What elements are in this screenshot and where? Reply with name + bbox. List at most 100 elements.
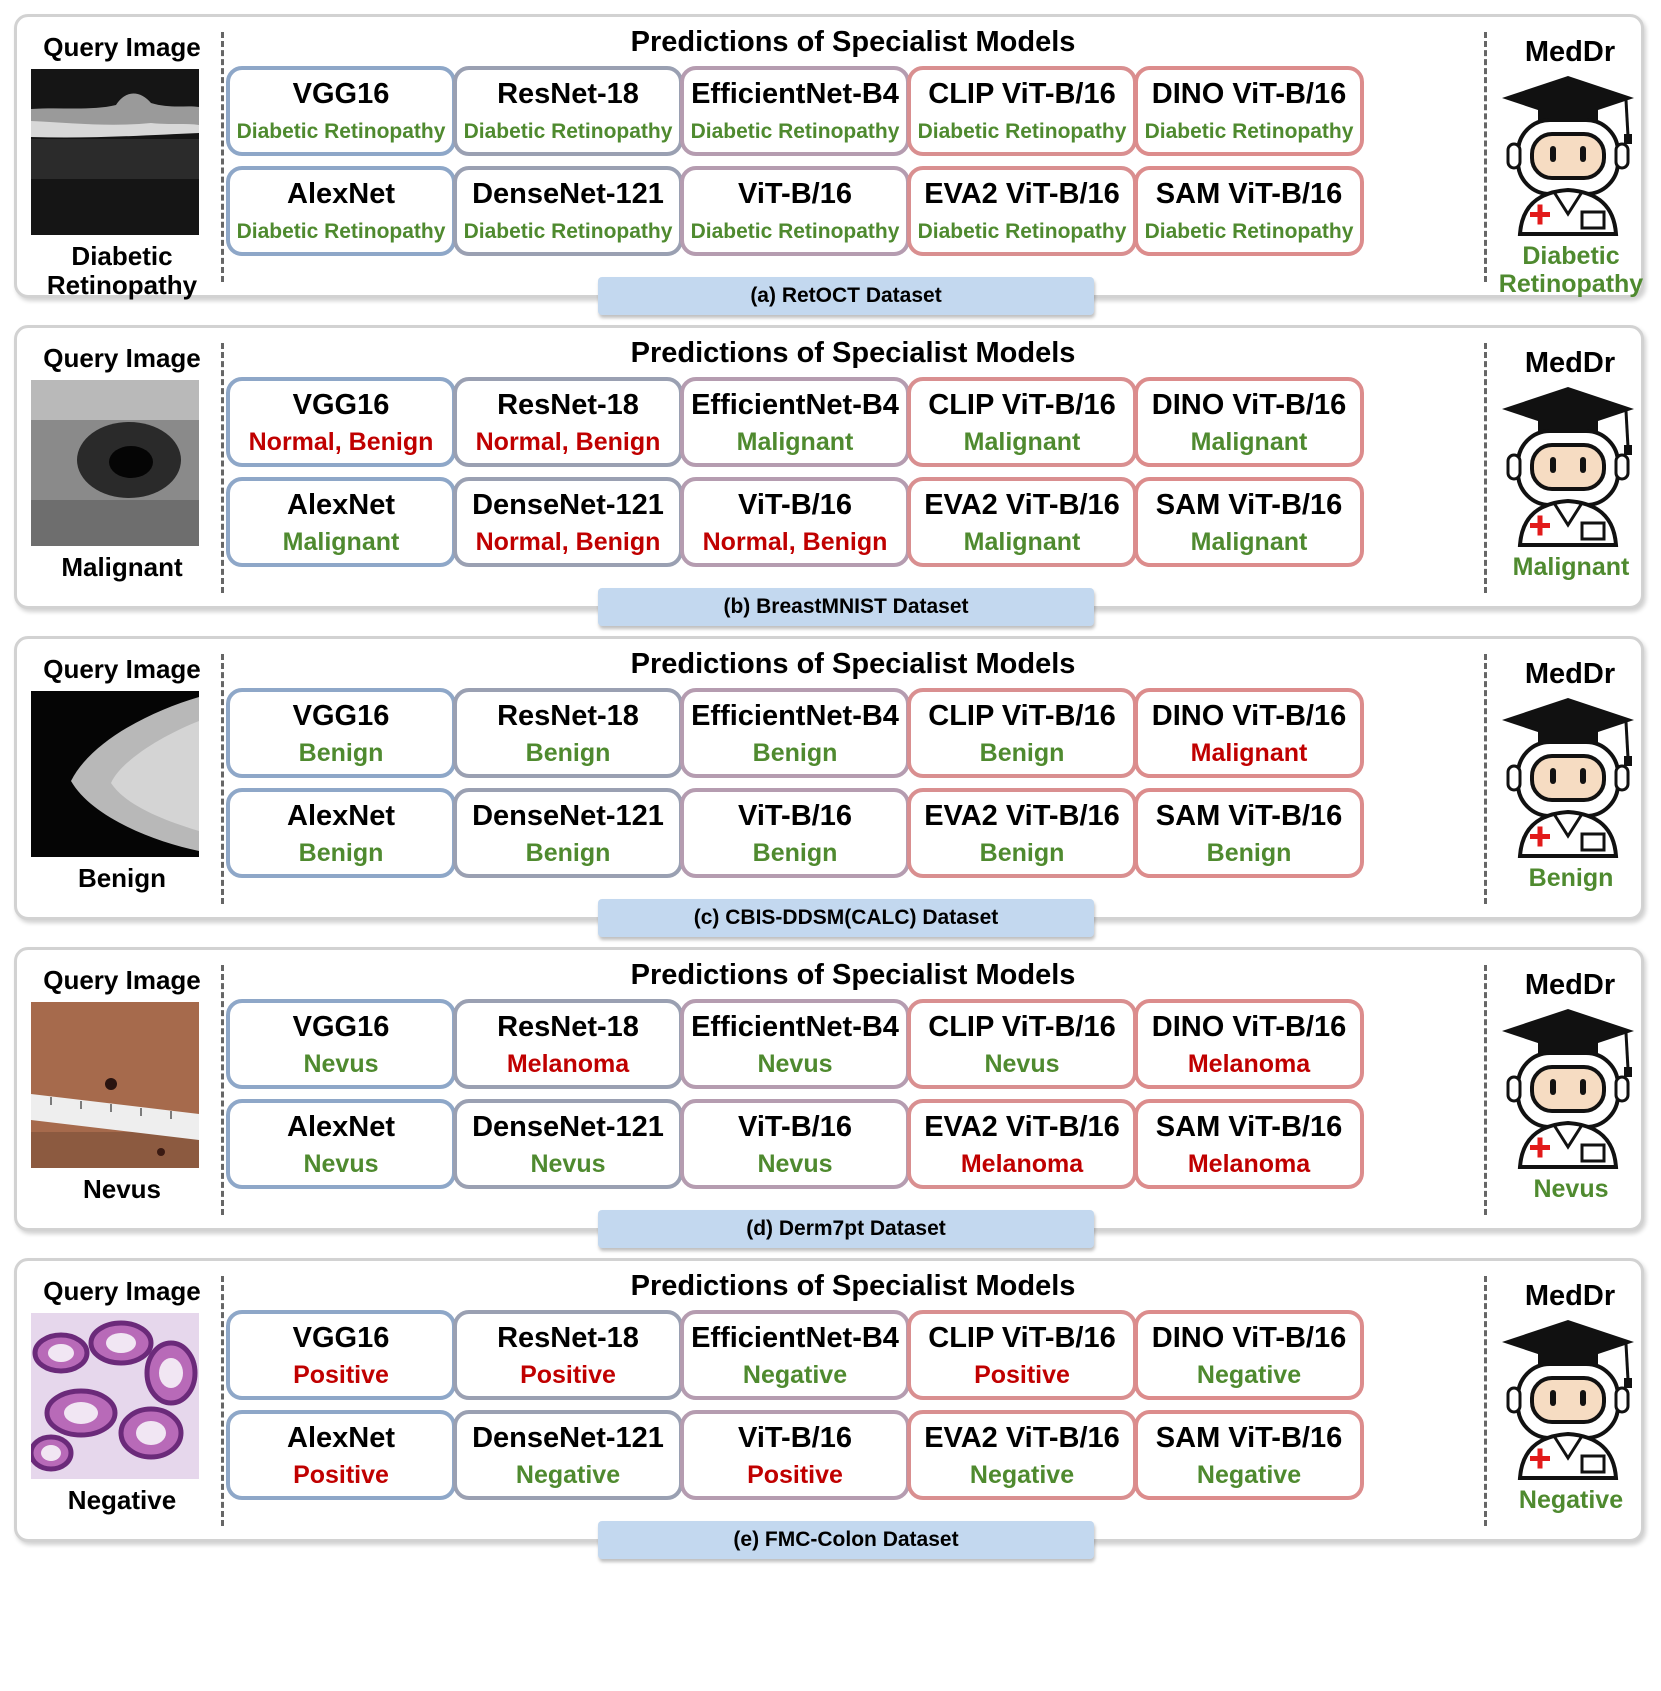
model-name: SAM ViT-B/16: [1155, 1111, 1343, 1143]
model-card-efficientnet-b4: EfficientNet-B4 Benign: [680, 688, 910, 778]
model-name: AlexNet: [287, 178, 395, 210]
model-prediction: Positive: [974, 1361, 1070, 1389]
meddr-prediction: Benign: [1528, 864, 1614, 892]
meddr-mascot-icon: [1498, 1007, 1638, 1172]
model-prediction: Diabetic Retinopathy: [236, 220, 446, 243]
model-name: VGG16: [292, 1011, 390, 1043]
dashed-divider-right: [1484, 32, 1487, 282]
model-prediction: Negative: [742, 1361, 848, 1389]
section-title: Predictions of Specialist Models: [630, 26, 1076, 58]
model-prediction: Negative: [515, 1461, 621, 1489]
model-name: DINO ViT-B/16: [1151, 389, 1347, 421]
model-prediction: Benign: [525, 839, 611, 867]
model-name: DINO ViT-B/16: [1151, 78, 1347, 110]
panel: Query Image Diabetic Retinopathy Predictio…: [14, 14, 1648, 315]
model-prediction: Nevus: [303, 1050, 379, 1078]
model-name: EVA2 ViT-B/16: [924, 1422, 1120, 1454]
meddr-title: MedDr: [1524, 969, 1616, 1001]
dataset-caption: (b) BreastMNIST Dataset: [598, 588, 1094, 626]
ground-truth-label: Negative: [67, 1485, 177, 1515]
model-card-vit-b16: ViT-B/16 Benign: [680, 788, 910, 878]
model-prediction: Diabetic Retinopathy: [1144, 120, 1354, 143]
dataset-caption: (e) FMC-Colon Dataset: [598, 1521, 1094, 1559]
model-name: AlexNet: [287, 489, 395, 521]
model-prediction: Nevus: [757, 1150, 833, 1178]
model-card-alexnet: AlexNet Positive: [226, 1410, 456, 1500]
model-name: DenseNet-121: [472, 800, 664, 832]
model-card-sam-vit-b16: SAM ViT-B/16 Benign: [1134, 788, 1364, 878]
model-prediction: Melanoma: [506, 1050, 630, 1078]
model-name: CLIP ViT-B/16: [928, 78, 1116, 110]
model-card-alexnet: AlexNet Malignant: [226, 477, 456, 567]
dataset-caption: (d) Derm7pt Dataset: [598, 1210, 1094, 1248]
model-card-vit-b16: ViT-B/16 Positive: [680, 1410, 910, 1500]
model-name: DenseNet-121: [472, 178, 664, 210]
model-prediction: Positive: [293, 1361, 389, 1389]
model-prediction: Normal, Benign: [475, 528, 661, 556]
model-card-resnet-18: ResNet-18 Melanoma: [453, 999, 683, 1089]
model-card-eva2-vit-b16: EVA2 ViT-B/16 Diabetic Retinopathy: [907, 166, 1137, 256]
model-prediction: Negative: [969, 1461, 1075, 1489]
model-card-clip-vit-b16: CLIP ViT-B/16 Malignant: [907, 377, 1137, 467]
model-card-eva2-vit-b16: EVA2 ViT-B/16 Malignant: [907, 477, 1137, 567]
model-card-clip-vit-b16: CLIP ViT-B/16 Positive: [907, 1310, 1137, 1400]
model-name: ViT-B/16: [738, 489, 852, 521]
model-card-sam-vit-b16: SAM ViT-B/16 Malignant: [1134, 477, 1364, 567]
meddr-prediction: Negative: [1518, 1486, 1624, 1514]
model-prediction: Normal, Benign: [702, 528, 888, 556]
dashed-divider-left: [221, 1276, 224, 1526]
model-card-eva2-vit-b16: EVA2 ViT-B/16 Negative: [907, 1410, 1137, 1500]
model-prediction: Melanoma: [1187, 1150, 1311, 1178]
model-prediction: Normal, Benign: [248, 428, 434, 456]
model-card-dino-vit-b16: DINO ViT-B/16 Malignant: [1134, 377, 1364, 467]
model-prediction: Positive: [293, 1461, 389, 1489]
model-name: CLIP ViT-B/16: [928, 389, 1116, 421]
model-name: AlexNet: [287, 1111, 395, 1143]
model-prediction: Nevus: [303, 1150, 379, 1178]
panel: Query Image Malignant Predictions of Speci…: [14, 325, 1648, 626]
model-card-vit-b16: ViT-B/16 Diabetic Retinopathy: [680, 166, 910, 256]
model-prediction: Diabetic Retinopathy: [463, 120, 673, 143]
model-name: ResNet-18: [497, 78, 639, 110]
model-name: SAM ViT-B/16: [1155, 489, 1343, 521]
ground-truth-label: Diabetic Retinopathy: [46, 241, 198, 300]
model-card-alexnet: AlexNet Benign: [226, 788, 456, 878]
model-card-vgg16: VGG16 Normal, Benign: [226, 377, 456, 467]
model-card-eva2-vit-b16: EVA2 ViT-B/16 Melanoma: [907, 1099, 1137, 1189]
model-name: VGG16: [292, 78, 390, 110]
model-card-densenet-121: DenseNet-121 Normal, Benign: [453, 477, 683, 567]
model-prediction: Benign: [525, 739, 611, 767]
model-prediction: Benign: [979, 839, 1065, 867]
model-prediction: Malignant: [1190, 739, 1308, 767]
query-image: [31, 691, 199, 857]
model-name: DenseNet-121: [472, 1111, 664, 1143]
query-image-title: Query Image: [43, 654, 201, 684]
model-name: EfficientNet-B4: [691, 700, 899, 732]
dashed-divider-left: [221, 965, 224, 1215]
model-prediction: Diabetic Retinopathy: [917, 220, 1127, 243]
model-prediction: Malignant: [1190, 428, 1308, 456]
model-prediction: Benign: [298, 739, 384, 767]
model-card-dino-vit-b16: DINO ViT-B/16 Diabetic Retinopathy: [1134, 66, 1364, 156]
model-prediction: Benign: [1206, 839, 1292, 867]
model-prediction: Negative: [1196, 1361, 1302, 1389]
model-card-efficientnet-b4: EfficientNet-B4 Negative: [680, 1310, 910, 1400]
model-name: DINO ViT-B/16: [1151, 700, 1347, 732]
model-name: VGG16: [292, 389, 390, 421]
query-image: [31, 1313, 199, 1479]
model-card-dino-vit-b16: DINO ViT-B/16 Melanoma: [1134, 999, 1364, 1089]
model-name: AlexNet: [287, 800, 395, 832]
meddr-title: MedDr: [1524, 36, 1616, 68]
section-title: Predictions of Specialist Models: [630, 648, 1076, 680]
model-card-dino-vit-b16: DINO ViT-B/16 Malignant: [1134, 688, 1364, 778]
model-prediction: Diabetic Retinopathy: [1144, 220, 1354, 243]
dashed-divider-left: [221, 32, 224, 282]
model-name: ResNet-18: [497, 1011, 639, 1043]
dashed-divider-right: [1484, 343, 1487, 593]
model-name: DenseNet-121: [472, 489, 664, 521]
model-card-alexnet: AlexNet Diabetic Retinopathy: [226, 166, 456, 256]
meddr-title: MedDr: [1524, 1280, 1616, 1312]
model-card-clip-vit-b16: CLIP ViT-B/16 Nevus: [907, 999, 1137, 1089]
panel: Query Image Nevus Predictions of Specialis…: [14, 947, 1648, 1248]
